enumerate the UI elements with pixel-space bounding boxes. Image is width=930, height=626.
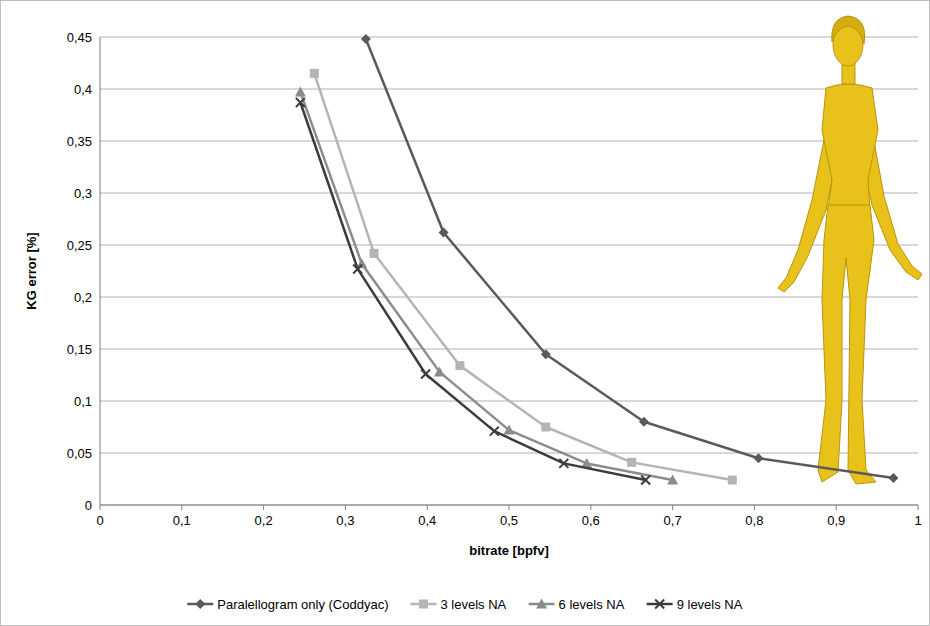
data-point — [728, 476, 737, 485]
x-tick — [345, 505, 346, 510]
legend-item: 6 levels NA — [529, 597, 625, 612]
data-point — [296, 98, 305, 107]
legend-label: 3 levels NA — [441, 597, 507, 612]
y-tick-label: 0,1 — [74, 394, 92, 409]
figure-illustration — [778, 16, 922, 484]
grid-line — [100, 245, 918, 246]
legend-marker — [195, 599, 205, 609]
data-point — [361, 34, 371, 44]
figure-hair — [832, 16, 865, 44]
x-tick — [836, 505, 837, 510]
grid-line — [100, 89, 918, 90]
x-tick — [263, 505, 264, 510]
data-point — [888, 473, 898, 483]
y-tick-label: 0,35 — [67, 134, 92, 149]
y-tick-label: 0,2 — [74, 290, 92, 305]
series-line — [366, 39, 894, 478]
x-tick-label: 0,1 — [173, 513, 191, 528]
x-tick-label: 0 — [96, 513, 103, 528]
legend-marker — [655, 600, 664, 609]
legend-label: 6 levels NA — [559, 597, 625, 612]
series-group — [295, 34, 899, 484]
legend-item: 3 levels NA — [411, 597, 507, 612]
grid-line — [100, 141, 918, 142]
data-point — [541, 423, 550, 432]
y-tick-label: 0,15 — [67, 342, 92, 357]
y-axis-line — [100, 37, 101, 505]
legend: Paralellogram only (Coddyac) 3 levels NA 6… — [187, 597, 742, 612]
data-point — [295, 87, 306, 97]
data-point — [421, 369, 430, 378]
series-line — [314, 73, 732, 480]
y-tick-label: 0,05 — [67, 446, 92, 461]
data-point — [639, 417, 649, 427]
grid-line — [100, 349, 918, 350]
x-tick-label: 0,9 — [827, 513, 845, 528]
y-axis-title: KG error [%] — [24, 232, 39, 309]
data-point — [541, 349, 551, 359]
y-tick-label: 0 — [85, 498, 92, 513]
data-point — [641, 476, 650, 485]
data-point — [753, 453, 763, 463]
x-tick — [427, 505, 428, 510]
y-tick-label: 0,25 — [67, 238, 92, 253]
legend-label: Paralellogram only (Coddyac) — [217, 597, 388, 612]
y-tick-label: 0,4 — [74, 82, 92, 97]
series-line — [300, 92, 672, 480]
x-tick-label: 1 — [914, 513, 921, 528]
x-tick-label: 0,2 — [255, 513, 273, 528]
legend-item: 9 levels NA — [647, 597, 743, 612]
x-axis-title: bitrate [bpfv] — [469, 543, 548, 558]
data-point — [490, 427, 499, 436]
data-point — [667, 475, 678, 485]
x-tick — [590, 505, 591, 510]
legend-marker — [536, 599, 547, 609]
grid — [100, 37, 918, 505]
legend-label: 9 levels NA — [677, 597, 743, 612]
grid-line — [100, 297, 918, 298]
figure-legs — [818, 205, 876, 484]
x-tick — [100, 505, 101, 510]
data-point — [504, 425, 515, 435]
y-tick-label: 0,45 — [67, 30, 92, 45]
data-point — [434, 366, 445, 376]
x-tick-label: 0,7 — [664, 513, 682, 528]
data-point — [559, 459, 568, 468]
data-point — [353, 264, 362, 273]
x-tick-label: 0,6 — [582, 513, 600, 528]
y-tick-label: 0,3 — [74, 186, 92, 201]
x-tick — [509, 505, 510, 510]
figure-torso — [822, 84, 878, 210]
grid-line — [100, 193, 918, 194]
x-tick-label: 0,5 — [500, 513, 518, 528]
x-tick-label: 0,4 — [418, 513, 436, 528]
grid-line — [100, 453, 918, 454]
data-point — [310, 69, 319, 78]
chart: 0 0,05 0,1 0,15 0,2 0,25 0,3 0,35 0,4 0,45 0 0,1 0,2… — [0, 0, 930, 626]
legend-item: Paralellogram only (Coddyac) — [187, 597, 388, 612]
chart-frame — [1, 1, 930, 626]
x-tick-label: 0,3 — [336, 513, 354, 528]
data-point — [455, 361, 464, 370]
data-point — [370, 249, 379, 258]
x-tick — [672, 505, 673, 510]
data-point — [627, 458, 636, 467]
legend-marker — [419, 600, 428, 609]
x-tick-label: 0,8 — [745, 513, 763, 528]
x-tick — [918, 505, 919, 510]
x-tick — [181, 505, 182, 510]
series-line — [300, 103, 645, 481]
grid-line — [100, 37, 918, 38]
data-point — [439, 228, 449, 238]
x-tick — [754, 505, 755, 510]
